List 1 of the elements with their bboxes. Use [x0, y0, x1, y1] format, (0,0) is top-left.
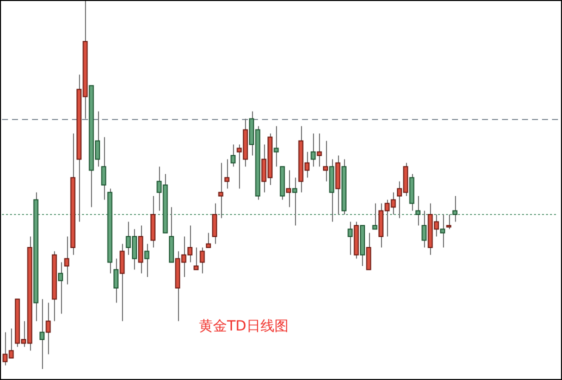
text: 黄金TD日线图 — [199, 318, 288, 334]
